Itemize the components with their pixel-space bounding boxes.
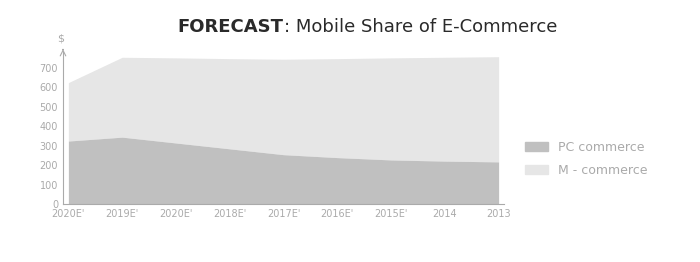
Text: : Mobile Share of E-Commerce: : Mobile Share of E-Commerce	[284, 18, 557, 36]
Legend: PC commerce, M - commerce: PC commerce, M - commerce	[519, 134, 654, 183]
Text: FORECAST: FORECAST	[178, 18, 284, 36]
Text: $: $	[57, 33, 64, 43]
